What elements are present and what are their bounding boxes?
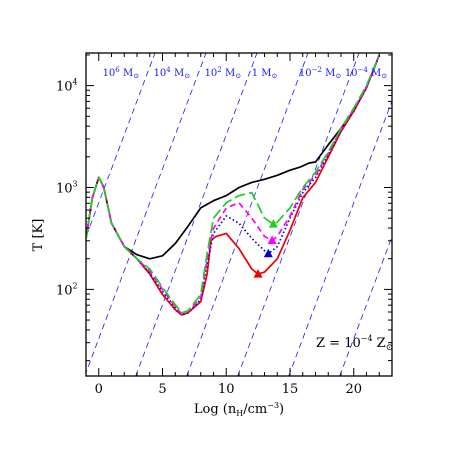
jeans-mass-label: 10−2 M⊙ [299,66,341,80]
y-tick-label: 104 [56,78,78,95]
series-marker-3 [267,235,277,244]
jeans-mass-labels: 106 M⊙ 104 M⊙ 102 M⊙ 1 M⊙ 10−2 M⊙ 10−4 M⊙ [103,66,388,80]
x-tick-label: 0 [95,382,103,397]
jeans-mass-lines [86,53,392,376]
y-tick-label: 103 [56,179,78,196]
series-marker-1 [253,269,263,278]
axis-ticks [85,53,393,376]
jeans-line-3 [186,53,309,376]
series-line-0 [86,54,381,260]
x-tick-labels: 0 5 10 15 20 [95,382,362,397]
series-marker-4 [268,219,278,228]
series-marker-2 [263,248,273,258]
series-line-3 [86,54,381,315]
y-tick-labels: 102 103 104 [56,78,78,299]
jeans-mass-label: 10−4 M⊙ [345,66,387,80]
series-markers [253,219,278,278]
jeans-mass-label: 1 M⊙ [252,68,278,80]
series-lines [86,54,381,316]
jeans-line-1 [86,53,207,374]
x-tick-label: 10 [218,382,235,397]
series-line-2 [86,54,381,316]
jeans-line-4 [237,53,360,376]
x-tick-label: 5 [158,382,166,397]
jeans-line-5 [288,99,392,376]
metallicity-annotation: Z = 10−4 Z⊙ [316,334,393,353]
x-tick-label: 20 [345,382,362,397]
y-tick-label: 102 [56,281,78,298]
x-axis-label: Log (nH/cm−3) [194,401,284,418]
jeans-mass-label: 104 M⊙ [154,66,191,80]
jeans-mass-label: 102 M⊙ [205,66,242,80]
x-tick-label: 15 [282,382,299,397]
series-line-1 [86,54,381,316]
jeans-mass-label: 106 M⊙ [103,66,140,80]
jeans-line-0 [86,53,156,238]
series-line-4 [86,54,381,314]
y-axis-label: T [K] [31,219,46,252]
